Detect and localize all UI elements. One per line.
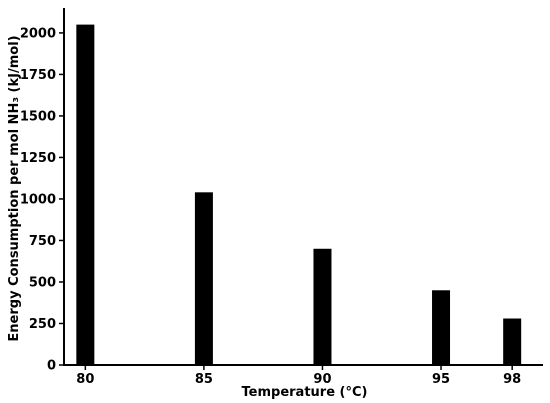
bar-95 (432, 290, 451, 365)
y-ticks: 0 250 500 750 1000 1250 1500 1750 2000 (20, 26, 64, 374)
x-tick-label: 95 (432, 372, 450, 387)
y-tick-label: 2000 (20, 26, 56, 41)
y-tick-label: 250 (29, 317, 56, 332)
x-tick-label: 80 (76, 372, 94, 387)
y-axis-title: Energy Consumption per mol NH₃ (kJ/mol) (7, 35, 22, 341)
bar-80 (76, 24, 95, 366)
bars-layer (76, 24, 522, 366)
y-tick-label: 500 (29, 275, 56, 290)
bar-98 (503, 318, 522, 365)
x-tick-label: 90 (313, 372, 331, 387)
x-tick-label: 85 (195, 372, 213, 387)
x-tick-label: 98 (503, 372, 521, 387)
y-tick-label: 1000 (20, 192, 56, 207)
y-tick-label: 1750 (20, 68, 56, 83)
axes-layer (63, 8, 543, 366)
y-tick-label: 750 (29, 234, 56, 249)
x-ticks: 80 85 90 95 98 (76, 365, 521, 387)
y-tick-label: 0 (47, 359, 56, 374)
bar-90 (313, 248, 332, 365)
y-tick-label: 1250 (20, 151, 56, 166)
y-tick-label: 1500 (20, 109, 56, 124)
x-axis-title: Temperature (°C) (242, 385, 368, 400)
bar-85 (194, 192, 213, 365)
